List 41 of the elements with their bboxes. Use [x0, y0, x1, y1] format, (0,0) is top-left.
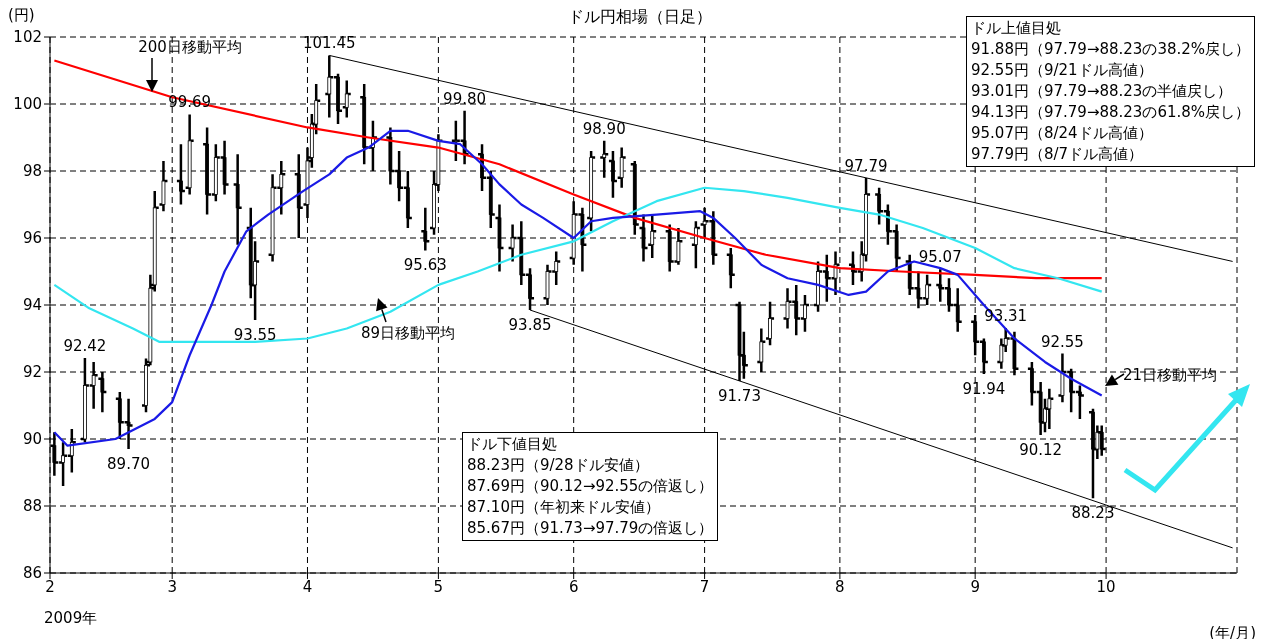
annotation: 99.80: [443, 89, 487, 108]
y-tick-label: 102: [13, 28, 42, 47]
x-tick-label: 3: [167, 577, 177, 596]
x-tick-label: 10: [1096, 577, 1116, 596]
x-tick-label: 9: [970, 577, 980, 596]
annotation: ドル下値目処 88.23円（9/28ドル安値） 87.69円（90.12→92.55の倍返し） 87.10円（年初来ドル安値） 85.67円（91.73→97.79の倍返し）: [462, 432, 719, 541]
y-tick-label: 94: [22, 296, 42, 315]
annotation: 98.90: [582, 119, 626, 138]
text: 2009年: [44, 608, 98, 629]
annotation: 92.42: [63, 336, 107, 355]
y-tick-label: 90: [22, 430, 42, 449]
annotation: 93.55: [233, 326, 277, 345]
annotation: 89.70: [107, 455, 151, 474]
y-tick-label: 100: [13, 95, 42, 114]
y-axis-title: (円): [8, 6, 35, 24]
series-label: 200日移動平均: [138, 38, 242, 56]
y-tick-label: 96: [22, 229, 42, 248]
x-tick-label: 5: [433, 577, 444, 596]
annotation: 93.85: [508, 316, 552, 335]
annotation: ドル上値目処 91.88円（97.79→88.23の38.2%戻し） 92.55円（9/21ドル高値） 93.01円（97.79→88.23の半値戻し） 94.13円（97.79→88.23の61.8%戻し） 95.07円（8/24ドル高値） 97.79円（8/7ドル高値）: [966, 16, 1256, 167]
annotation: 88.23: [1071, 504, 1115, 523]
chart-title: ドル円相場（日足）: [568, 7, 712, 26]
y-tick-label: 92: [22, 363, 42, 382]
y-tick-label: 88: [22, 497, 42, 516]
annotation: 95.63: [403, 256, 447, 275]
y-tick-label: 86: [22, 564, 42, 583]
x-tick-label: 8: [835, 577, 845, 596]
series-label: 89日移動平均: [360, 324, 456, 342]
annotation: 95.07: [918, 248, 962, 267]
x-tick-label: 7: [699, 577, 710, 596]
annotation: 92.55: [1040, 332, 1084, 351]
annotation: 90.12: [1019, 440, 1063, 459]
annotation: 101.45: [303, 34, 356, 53]
annotation: 97.79: [844, 157, 888, 176]
x-tick-label: 2: [45, 577, 55, 596]
series-label: 21日移動平均: [1122, 366, 1218, 384]
annotation: 91.73: [718, 387, 761, 406]
x-tick-label: 4: [302, 577, 313, 596]
x-tick-label: 6: [568, 577, 579, 596]
annotation: 91.94: [962, 380, 1006, 399]
y-tick-label: 98: [22, 162, 42, 181]
